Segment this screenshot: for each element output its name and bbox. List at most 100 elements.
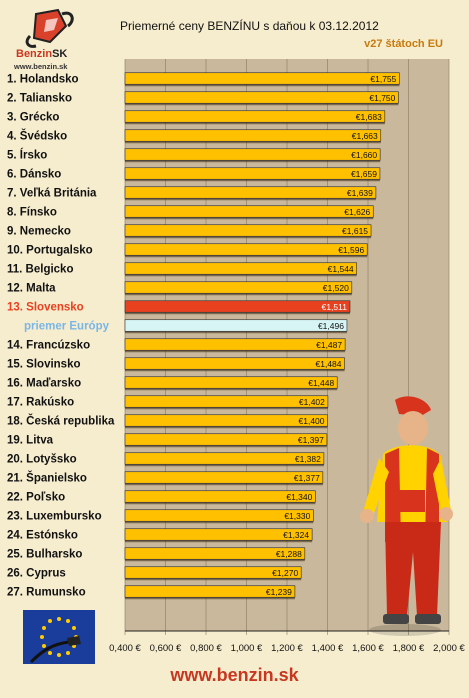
category-label: 16. Maďarsko [7,378,81,390]
bar [124,262,357,275]
bar-value-label: €1,639 [347,188,373,198]
bar [124,547,306,560]
category-label: 27. Rumunsko [7,587,86,599]
fuel-pump-icon [25,8,74,48]
category-label: 11. Belgicko [7,264,73,276]
bar [124,205,374,218]
logo-brand: BenzinSK [16,48,68,60]
x-tick-label: 0,800 € [190,643,222,654]
bar-value-label: €1,288 [276,549,302,559]
bar-value-label: €1,596 [338,245,364,255]
category-label: priemer Európy [24,321,110,333]
bar-value-label: €1,324 [283,530,309,540]
bar [124,300,351,313]
x-tick-label: 1,600 € [352,643,384,654]
bar [124,129,382,142]
benzin-logo[interactable]: BenzinSK www.benzin.sk [6,8,92,71]
category-label: 6. Dánsko [7,169,61,181]
x-tick-label: 0,600 € [150,643,182,654]
category-label: 18. Česká republika [7,415,115,428]
bar-value-label: €1,520 [323,283,349,293]
bar-value-label: €1,484 [316,359,342,369]
category-label: 17. Rakúsko [7,397,74,409]
bar [124,91,399,104]
category-label: 14. Francúzsko [7,340,90,352]
category-label: 8. Fínsko [7,207,57,219]
category-label: 22. Poľsko [7,492,65,504]
category-label: 10. Portugalsko [7,245,93,257]
bar [124,566,302,579]
bar-value-label: €1,340 [286,492,312,502]
category-label: 2. Taliansko [7,93,72,105]
bar-value-label: €1,750 [369,93,395,103]
x-tick-label: 2,000 € [433,643,465,654]
bar [124,433,328,446]
bar [124,110,386,123]
x-tick-label: 1,400 € [312,643,344,654]
category-label: 5. Írsko [7,149,47,162]
x-tick-label: 1,000 € [231,643,263,654]
gas-station-worker-image [355,392,455,637]
bar [124,281,353,294]
bar-value-label: €1,270 [272,568,298,578]
bar-value-label: €1,663 [352,131,378,141]
bar [124,72,400,85]
x-tick-label: 0,400 € [109,643,141,654]
chart-title: Priemerné ceny BENZÍNU s daňou k 03.12.2… [120,19,379,33]
bar [124,414,328,427]
bar-value-label: €1,660 [351,150,377,160]
category-label: 4. Švédsko [7,130,67,143]
bar [124,224,372,237]
bar-value-label: €1,626 [344,207,370,217]
category-label: 23. Luxembursko [7,511,102,523]
category-label: 15. Slovinsko [7,359,81,371]
bar [124,471,324,484]
bar-value-label: €1,402 [299,397,325,407]
logo-url: www.benzin.sk [14,62,68,71]
bar [124,167,381,180]
category-label: 13. Slovensko [7,302,84,314]
bar-value-label: €1,382 [295,454,321,464]
bar [124,338,346,351]
bar [124,357,345,370]
bar-value-label: €1,487 [316,340,342,350]
bar [124,509,314,522]
bar [124,186,377,199]
category-label: 20. Lotyšsko [7,454,77,466]
bar-value-label: €1,755 [370,74,396,84]
x-tick-label: 1,200 € [271,643,303,654]
chart-subtitle: v27 štátoch EU [364,38,443,50]
category-label: 1. Holandsko [7,74,79,86]
bar-value-label: €1,615 [342,226,368,236]
category-label: 24. Estónsko [7,530,78,542]
bar [124,490,316,503]
eu-flag-image [23,610,95,664]
bar-value-label: €1,683 [356,112,382,122]
bar [124,376,338,389]
bar-value-label: €1,330 [284,511,310,521]
bar-value-label: €1,448 [308,378,334,388]
bar-value-label: €1,496 [318,321,344,331]
category-label: 3. Grécko [7,112,59,124]
category-label: 25. Bulharsko [7,549,82,561]
category-label: 21. Španielsko [7,472,87,485]
bar-value-label: €1,377 [294,473,320,483]
category-label: 9. Nemecko [7,226,71,238]
bar-value-label: €1,544 [328,264,354,274]
category-label: 26. Cyprus [7,568,66,580]
bar-value-label: €1,397 [298,435,324,445]
bar-value-label: €1,239 [266,587,292,597]
bar [124,243,368,256]
footer-url[interactable]: www.benzin.sk [170,665,299,685]
category-label: 7. Veľká Británia [7,188,97,200]
bar [124,319,348,332]
bar [124,585,296,598]
bar [124,395,329,408]
bar [124,528,313,541]
bar-value-label: €1,511 [322,302,348,312]
category-label: 19. Litva [7,435,54,447]
x-tick-label: 1,800 € [393,643,425,654]
bar-value-label: €1,400 [299,416,325,426]
category-label: 12. Malta [7,283,56,295]
